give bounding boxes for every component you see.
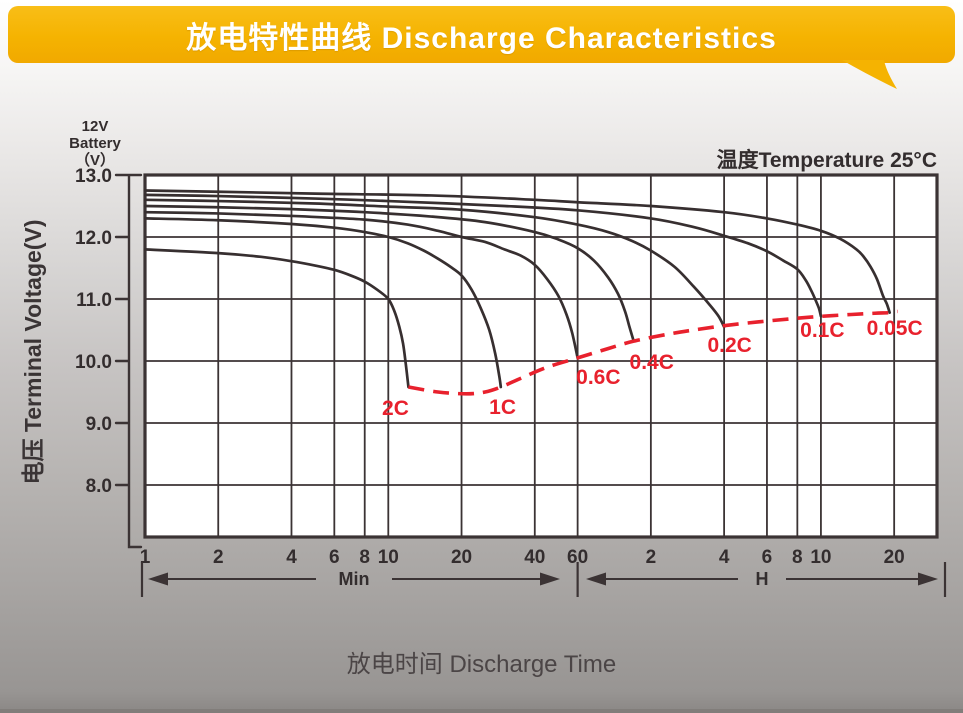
page-bottom-edge [0,709,963,713]
curve-label-0.2C: 0.2C [707,334,751,357]
curve-label-0.6C: 0.6C [576,366,620,389]
x-tick-label-hour: 6 [762,547,773,568]
x-tick-label-hour: 10 [810,547,831,568]
curve-label-2C: 2C [382,397,409,420]
y-tick-label: 11.0 [76,290,112,311]
y-tick-label: 10.0 [75,352,112,373]
minutes-range-arrow-right-arrowhead [540,572,560,586]
curve-label-0.4C: 0.4C [630,351,674,374]
battery-unit-line2: Battery [69,135,121,152]
minutes-range-arrow-left-arrowhead [148,572,168,586]
header-banner: 放电特性曲线 Discharge Characteristics [8,6,955,63]
curve-1C [143,217,503,389]
x-tick-label-min: 2 [213,547,224,568]
x-tick-label-min: 40 [524,547,545,568]
x-tick-label-min: 6 [329,547,340,568]
x-tick-label-min: 8 [359,547,370,568]
banner-tail [842,60,897,89]
x-tick-label-min: 4 [286,547,297,568]
y-axis-bracket [114,173,143,549]
curve-0.6C [143,210,579,360]
curve-0.1C [143,193,823,318]
curve-label-0.1C: 0.1C [800,319,844,342]
y-tick-label: 8.0 [86,476,112,497]
x-tick-label-min: 1 [140,547,151,568]
x-tick-label-hour: 20 [884,547,905,568]
battery-unit-line3: （V） [74,152,115,169]
battery-unit-label: 12V Battery （V） [58,118,132,169]
x-axis-title: 放电时间 Discharge Time [346,651,617,678]
minutes-range-arrow-label: Min [339,569,370,589]
curve-label-1C: 1C [489,396,516,419]
hours-range-arrow-right-arrowhead [918,572,938,586]
y-tick-label: 13.0 [75,166,112,187]
curve-0.2C [143,198,726,329]
x-tick-label-hour: 2 [646,547,657,568]
temperature-note: 温度Temperature 25°C [716,149,937,172]
x-tick-label-min: 20 [451,547,472,568]
x-tick-label-hour: 4 [719,547,730,568]
plot-area [145,175,938,537]
discharge-end-voltage-line [408,309,898,396]
curve-0.4C [143,204,636,343]
x-tick-label-min: 60 [567,547,588,568]
curve-2C [143,248,410,389]
plot-border [143,173,939,539]
x-tick-label-min: 10 [378,547,399,568]
curve-0.05C [143,189,892,314]
y-tick-label: 9.0 [86,414,112,435]
hours-range-arrow-left-arrowhead [586,572,606,586]
y-tick-label: 12.0 [75,228,112,249]
page-title: 放电特性曲线 Discharge Characteristics [186,21,777,55]
x-tick-label-hour: 8 [792,547,803,568]
curve-label-0.05C: 0.05C [867,317,923,340]
battery-unit-line1: 12V [81,118,109,135]
hours-range-arrow-label: H [756,569,769,589]
y-axis-title: 电压 Terminal Voltage(V) [20,219,46,485]
